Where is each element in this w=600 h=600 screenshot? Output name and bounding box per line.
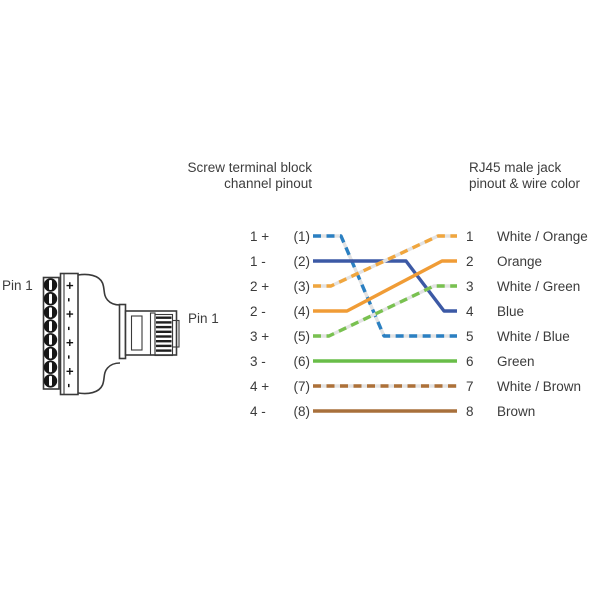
terminal-pin-number: (6) bbox=[293, 354, 311, 369]
terminal-pin-number: (7) bbox=[293, 379, 311, 394]
rj45-header-line2: pinout & wire color bbox=[469, 175, 581, 191]
terminal-pin-number: (3) bbox=[293, 279, 311, 294]
terminal-row: 2 - (4) bbox=[250, 303, 310, 320]
polarity-mark: - bbox=[63, 383, 78, 387]
jack-pin-number: 2 bbox=[466, 254, 474, 269]
polarity-mark: - bbox=[63, 326, 78, 330]
terminal-pin-number: (4) bbox=[293, 304, 311, 319]
wires-group bbox=[313, 234, 457, 413]
plug-neck bbox=[118, 303, 127, 360]
terminal-row: 2 + (3) bbox=[250, 278, 310, 295]
terminal-pin-number: (8) bbox=[293, 404, 311, 419]
wire-color-name: White / Brown bbox=[497, 379, 582, 394]
wire-color-name: Brown bbox=[497, 404, 536, 419]
jack-row: 7 White / Brown bbox=[466, 378, 581, 395]
terminal-block-header-line1: Screw terminal block bbox=[187, 160, 312, 175]
wire-color-name: White / Green bbox=[497, 279, 581, 294]
terminal-row: 3 - (6) bbox=[250, 353, 310, 370]
jack-pin-number: 5 bbox=[466, 329, 474, 344]
channel-label: 3 - bbox=[250, 354, 266, 369]
channel-label: 1 - bbox=[250, 254, 266, 269]
wire-color-name: Green bbox=[497, 354, 535, 369]
jack-row: 6 Green bbox=[466, 353, 535, 370]
jack-row: 8 Brown bbox=[466, 403, 535, 420]
polarity-mark: + bbox=[63, 368, 78, 376]
terminal-row: 1 - (2) bbox=[250, 253, 310, 270]
white-blue-wire bbox=[313, 234, 457, 338]
jack-row: 2 Orange bbox=[466, 253, 542, 270]
terminal-pin-number: (5) bbox=[293, 329, 311, 344]
white-orange-wire-white-stripe bbox=[313, 234, 457, 288]
channel-label: 1 + bbox=[250, 229, 270, 244]
polarity-plate bbox=[59, 272, 79, 396]
polarity-mark: + bbox=[63, 310, 78, 318]
terminal-block-header-line2: channel pinout bbox=[224, 175, 312, 191]
orange-wire bbox=[313, 259, 457, 313]
terminal-block-header: Screw terminal block channel pinout bbox=[112, 160, 312, 191]
wire-color-name: White / Orange bbox=[497, 229, 588, 244]
jack-pin-number: 1 bbox=[466, 229, 474, 244]
rj45-header: RJ45 male jack pinout & wire color bbox=[469, 160, 580, 191]
jack-row: 4 Blue bbox=[466, 303, 524, 320]
terminal-adapter-drawing: + - + - + - + - bbox=[42, 272, 180, 396]
jack-row: 1 White / Orange bbox=[466, 228, 588, 245]
terminal-screws bbox=[43, 278, 58, 388]
terminal-row: 3 + (5) bbox=[250, 328, 310, 345]
rj45-plug-drawing bbox=[124, 310, 180, 357]
channel-label: 4 - bbox=[250, 404, 266, 419]
channel-label: 2 + bbox=[250, 279, 270, 294]
polarity-mark: + bbox=[63, 282, 78, 290]
polarity-mark: - bbox=[63, 355, 78, 359]
wire-color-name: Orange bbox=[497, 254, 543, 269]
body-top-curve bbox=[77, 273, 121, 306]
wire-color-name: White / Blue bbox=[497, 329, 570, 344]
rj45-header-line1: RJ45 male jack bbox=[469, 160, 562, 175]
terminal-row: 4 - (8) bbox=[250, 403, 310, 420]
jack-row: 3 White / Green bbox=[466, 278, 580, 295]
channel-label: 4 + bbox=[250, 379, 270, 394]
body-bottom-curve bbox=[77, 362, 121, 395]
terminal-pin-number: (2) bbox=[293, 254, 311, 269]
polarity-marks: + - + - + - + - bbox=[63, 282, 78, 388]
jack-row: 5 White / Blue bbox=[466, 328, 570, 345]
jack-pin-number: 6 bbox=[466, 354, 474, 369]
rj45-plug-tab bbox=[171, 319, 180, 348]
polarity-mark: + bbox=[63, 339, 78, 347]
rj45-plug-latch bbox=[130, 315, 143, 351]
channel-label: 3 + bbox=[250, 329, 270, 344]
terminal-pin-number: (1) bbox=[293, 229, 311, 244]
terminal-pin1-label: Pin 1 bbox=[2, 278, 33, 293]
jack-pin-number: 4 bbox=[466, 304, 474, 319]
blue-wire bbox=[313, 259, 457, 313]
jack-pin-number: 7 bbox=[466, 379, 474, 394]
white-green-wire bbox=[313, 284, 457, 338]
jack-pin-number: 8 bbox=[466, 404, 474, 419]
terminal-row: 4 + (7) bbox=[250, 378, 310, 395]
wire-color-name: Blue bbox=[497, 304, 525, 319]
polarity-mark: - bbox=[63, 298, 78, 302]
jack-pin-number: 3 bbox=[466, 279, 474, 294]
channel-label: 2 - bbox=[250, 304, 266, 319]
rj45-pin1-label: Pin 1 bbox=[188, 311, 219, 326]
rj45-plug-contacts bbox=[156, 316, 172, 352]
terminal-row: 1 + (1) bbox=[250, 228, 310, 245]
